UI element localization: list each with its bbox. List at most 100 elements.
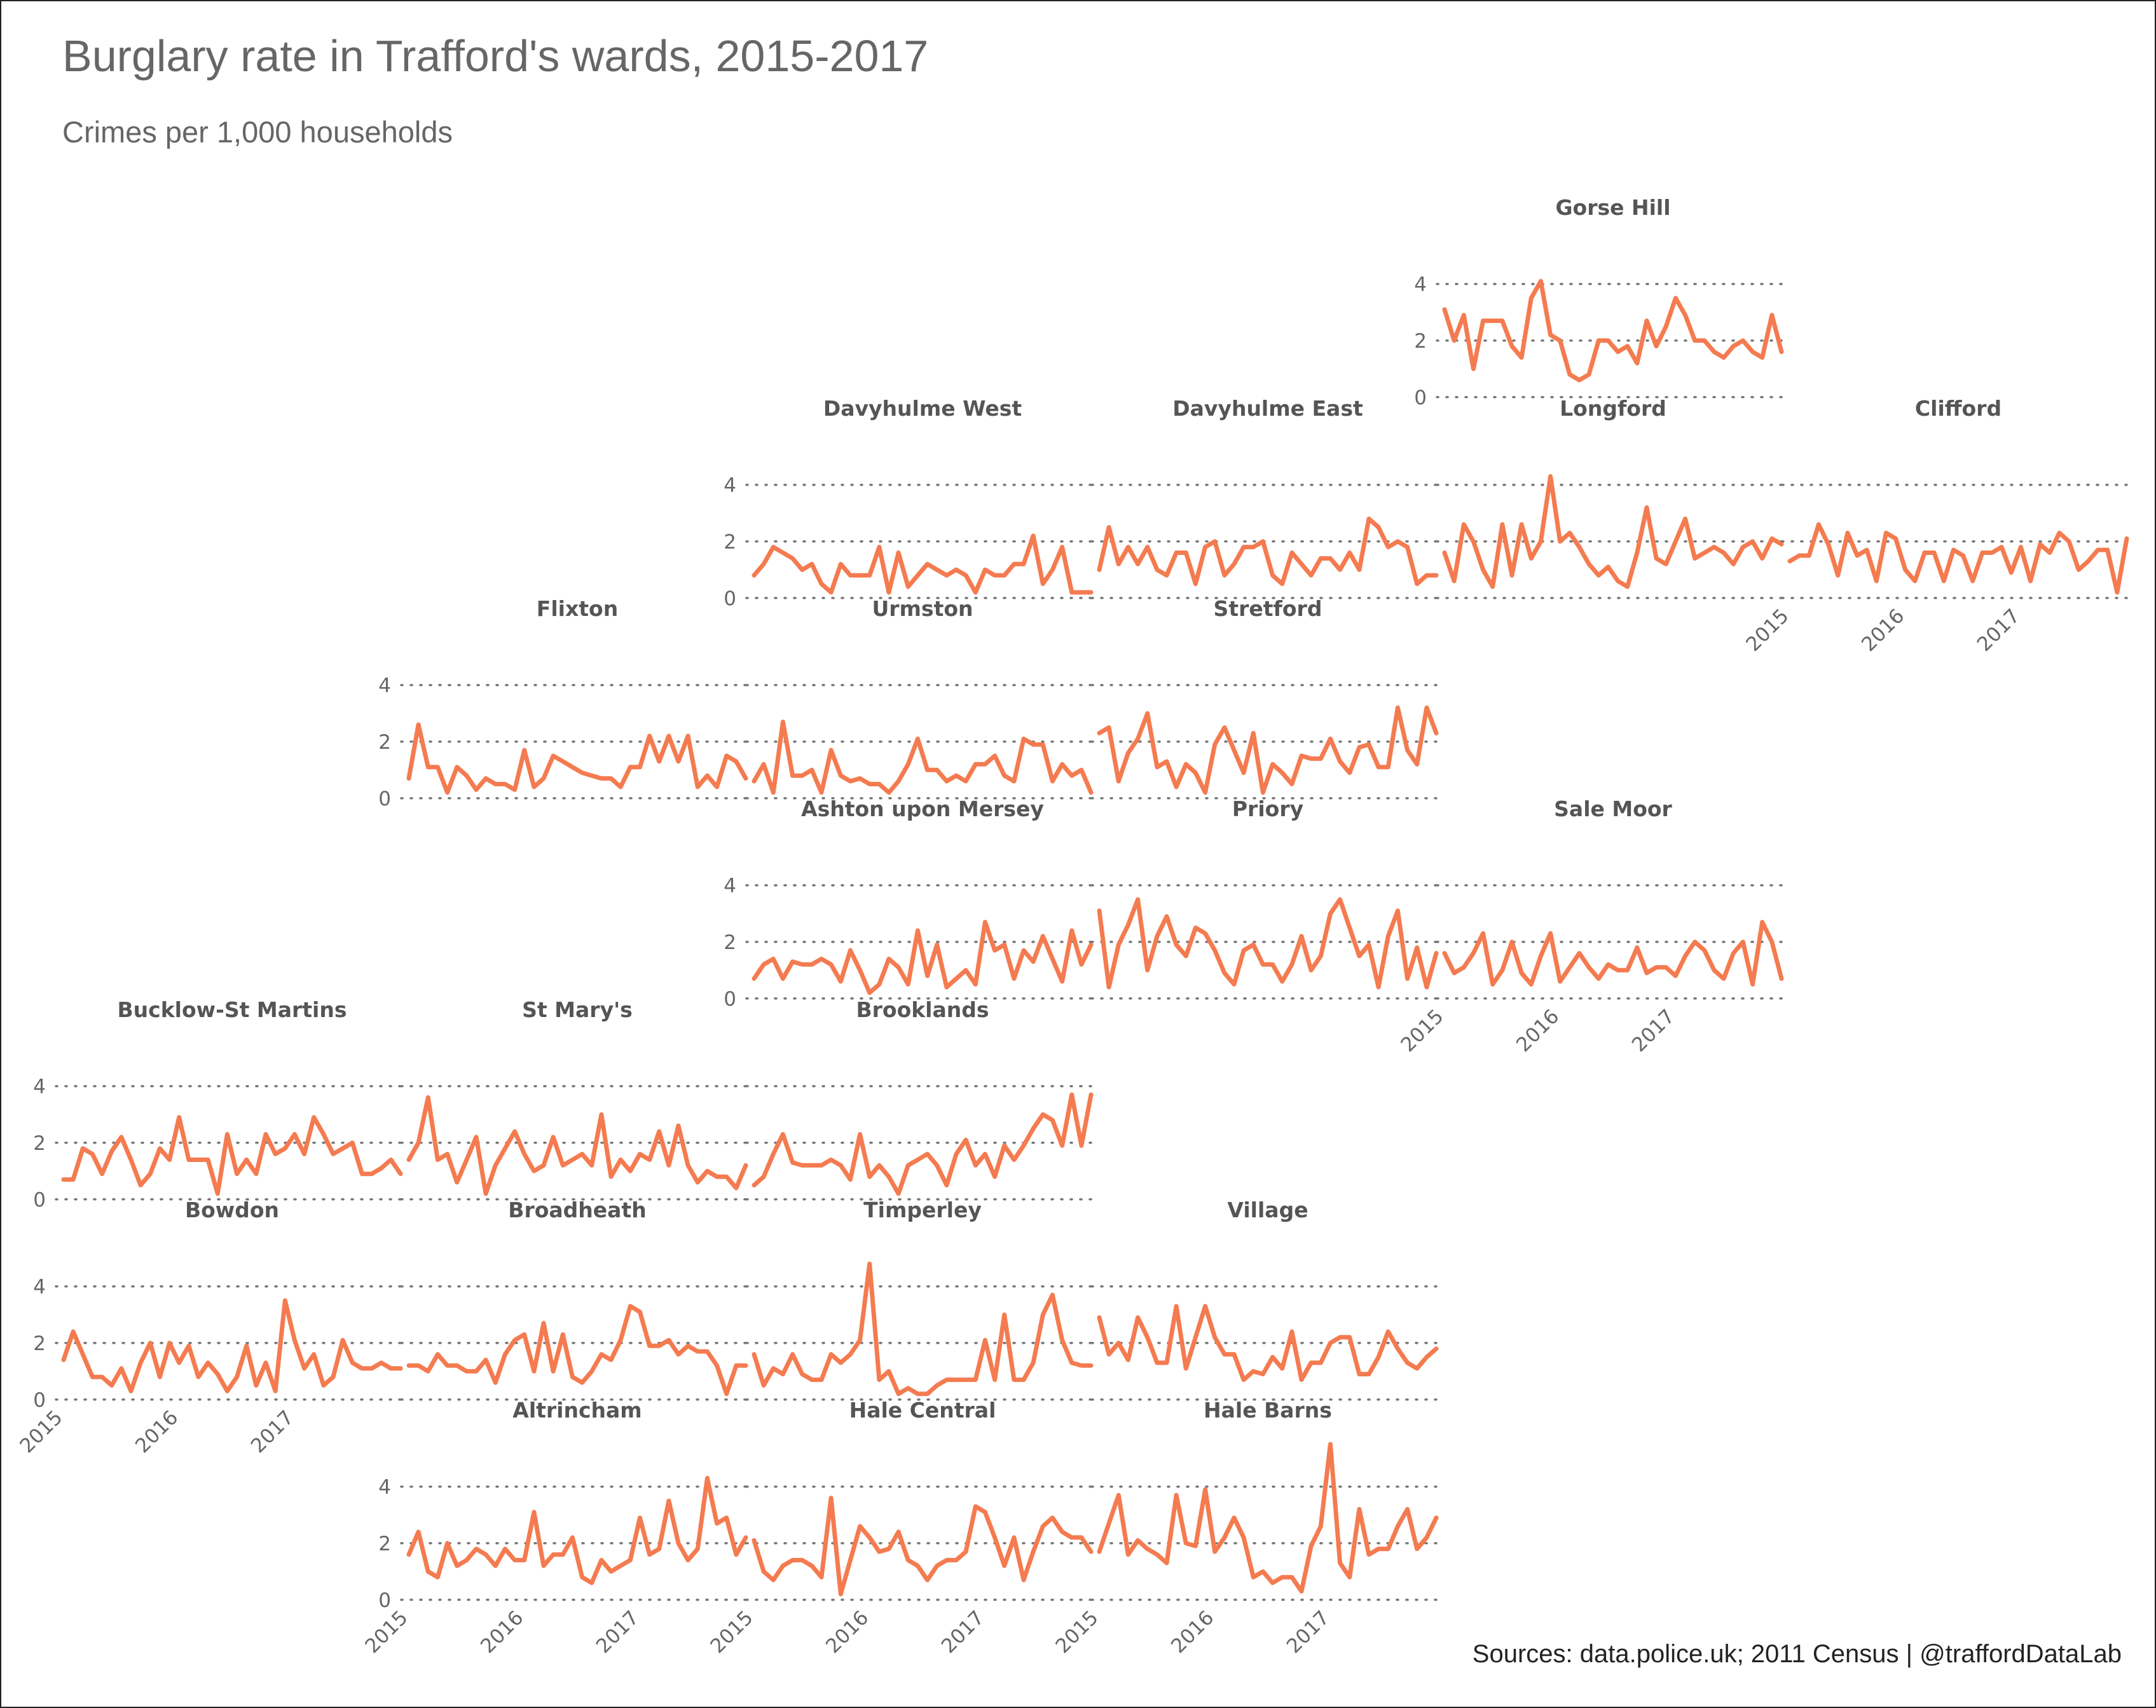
- y-tick-label: 4: [378, 674, 391, 697]
- facet-panel: Gorse Hill 0 2 4: [1414, 195, 1790, 409]
- series-line: [1442, 474, 1784, 589]
- x-tick-label: 2015: [706, 1606, 757, 1658]
- facet-panel: Timperley: [745, 1198, 1100, 1401]
- series-line: [406, 1304, 748, 1397]
- series-line: [1787, 522, 2129, 595]
- facet-panel: Longford: [1436, 396, 1790, 599]
- y-tick-label: 2: [378, 1533, 391, 1555]
- y-tick-label: 4: [33, 1276, 46, 1299]
- y-tick-label: 4: [1414, 273, 1427, 296]
- facet-panel: Village: [1090, 1198, 1445, 1401]
- panel-title: Urmston: [872, 596, 973, 621]
- x-tick-label: 2015: [1051, 1606, 1102, 1658]
- facet-panel: Urmston: [745, 596, 1100, 800]
- facet-panel: Davyhulme West 0 2 4: [724, 396, 1100, 610]
- panel-title: Bowdon: [185, 1198, 279, 1222]
- y-tick-label: 4: [33, 1076, 46, 1098]
- y-tick-label: 2: [1414, 330, 1427, 353]
- y-tick-label: 2: [724, 931, 736, 954]
- chart-title: Burglary rate in Trafford's wards, 2015-…: [62, 31, 929, 81]
- series-line: [406, 1095, 748, 1196]
- series-line: [752, 920, 1094, 995]
- facet-panel: Bucklow-St Martins 0 2 4: [33, 997, 409, 1212]
- panel-title: Altrincham: [512, 1398, 642, 1423]
- series-line: [61, 1115, 403, 1196]
- series-line: [1097, 516, 1439, 586]
- y-tick-label: 4: [724, 474, 736, 497]
- x-tick-label: 2017: [1282, 1606, 1334, 1658]
- x-tick-label: 2015: [15, 1406, 67, 1458]
- y-tick-label: 0: [33, 1389, 46, 1412]
- x-tick-label: 2017: [592, 1606, 643, 1658]
- series-line: [752, 720, 1094, 795]
- panel-title: Hale Central: [849, 1398, 996, 1423]
- panel-title: Priory: [1232, 796, 1303, 821]
- series-line: [1442, 920, 1784, 987]
- y-tick-label: 0: [724, 587, 736, 610]
- facet-panel: Ashton upon Mersey 0 2 4: [724, 796, 1100, 1011]
- panel-title: Hale Barns: [1204, 1398, 1332, 1423]
- facet-panel: St Mary's: [400, 997, 755, 1201]
- x-tick-label: 2016: [1512, 1005, 1563, 1056]
- panel-title: Stretford: [1214, 596, 1322, 621]
- series-line: [1097, 1304, 1439, 1383]
- y-tick-label: 2: [378, 731, 391, 754]
- panel-title: Village: [1227, 1198, 1308, 1222]
- facet-panel: Flixton 0 2 4: [378, 596, 755, 810]
- x-tick-label: 2017: [1628, 1005, 1679, 1056]
- y-tick-label: 0: [724, 988, 736, 1011]
- series-line: [1097, 897, 1439, 990]
- x-tick-label: 2016: [821, 1606, 873, 1658]
- y-tick-label: 2: [33, 1332, 46, 1355]
- panel-title: Ashton upon Mersey: [801, 796, 1044, 821]
- x-tick-label: 2015: [360, 1606, 412, 1658]
- series-line: [752, 533, 1094, 595]
- series-line: [1097, 705, 1439, 795]
- y-tick-label: 0: [33, 1189, 46, 1212]
- panel-title: Sale Moor: [1554, 796, 1672, 821]
- chart-subtitle: Crimes per 1,000 households: [62, 115, 453, 149]
- panel-title: Longford: [1560, 396, 1666, 421]
- facet-panel: Sale Moor 2015 2016 2017: [1396, 796, 1790, 1056]
- facet-panel: Hale Central 2015 2016 2017: [706, 1398, 1100, 1658]
- facet-panel: Davyhulme East: [1090, 396, 1445, 599]
- panel-title: Flixton: [537, 596, 618, 621]
- facet-panel: Broadheath: [400, 1198, 755, 1401]
- facet-panel: Altrincham 0 2 4 2015 2016 2017: [360, 1398, 755, 1658]
- series-line: [406, 722, 748, 795]
- panel-title: Brooklands: [856, 997, 989, 1022]
- panel-title: Bucklow-St Martins: [118, 997, 347, 1022]
- x-tick-label: 2017: [247, 1406, 298, 1458]
- facet-panel: Clifford 2015 2016 2017: [1741, 396, 2136, 656]
- y-tick-label: 0: [1414, 386, 1427, 409]
- series-line: [1442, 278, 1784, 383]
- x-tick-label: 2016: [131, 1406, 182, 1458]
- facet-panel: Priory: [1090, 796, 1445, 1000]
- y-tick-label: 0: [378, 788, 391, 810]
- x-tick-label: 2016: [1857, 605, 1909, 656]
- panel-title: Davyhulme West: [823, 396, 1022, 421]
- facet-panel: Hale Barns 2015 2016 2017: [1051, 1398, 1445, 1658]
- series-line: [752, 1261, 1094, 1397]
- x-tick-label: 2017: [1973, 605, 2024, 656]
- y-tick-label: 4: [378, 1476, 391, 1499]
- facet-panel: Bowdon 0 2 4 2015 2016 2017: [15, 1198, 409, 1458]
- panel-title: Timperley: [863, 1198, 982, 1222]
- series-line: [406, 1475, 748, 1585]
- y-tick-label: 0: [378, 1589, 391, 1612]
- x-tick-label: 2015: [1741, 605, 1793, 656]
- y-tick-label: 2: [724, 531, 736, 554]
- y-tick-label: 4: [724, 875, 736, 898]
- panel-title: Broadheath: [508, 1198, 646, 1222]
- series-line: [752, 1092, 1094, 1196]
- panel-title: Gorse Hill: [1555, 195, 1670, 220]
- x-tick-label: 2016: [476, 1606, 528, 1658]
- x-tick-label: 2015: [1396, 1005, 1448, 1056]
- y-tick-label: 2: [33, 1132, 46, 1155]
- series-line: [752, 1496, 1094, 1597]
- facet-panel: Stretford: [1090, 596, 1445, 800]
- facet-panel: Brooklands: [745, 997, 1100, 1201]
- chart-caption: Sources: data.police.uk; 2011 Census | @…: [1472, 1640, 2122, 1668]
